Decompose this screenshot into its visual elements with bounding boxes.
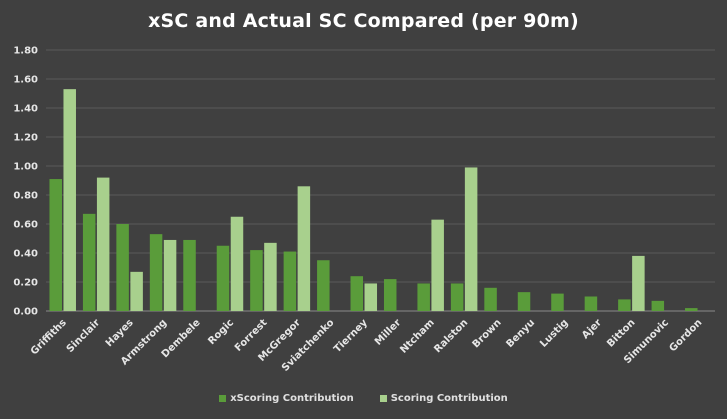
bar-xscoring: [250, 250, 263, 311]
legend-label-xscoring: xScoring Contribution: [230, 393, 354, 404]
bar-xscoring: [383, 279, 397, 311]
legend-item-xscoring: xScoring Contribution: [219, 393, 354, 404]
bar-scoring: [431, 219, 444, 311]
bar-xscoring: [82, 213, 96, 311]
bar-xscoring: [517, 292, 531, 311]
x-tick-label: Ajer: [580, 317, 604, 341]
x-tick-label: Tierney: [332, 317, 370, 355]
bar-scoring: [632, 255, 645, 311]
x-tick-label: Benyu: [504, 317, 537, 350]
legend-item-scoring: Scoring Contribution: [379, 393, 508, 404]
bar-scoring: [96, 177, 110, 311]
bar-xscoring: [350, 276, 364, 311]
bar-scoring: [464, 167, 478, 311]
x-tick-label: Hayes: [104, 317, 136, 349]
x-tick-label: Rogic: [206, 317, 236, 347]
legend-swatch-scoring: [379, 395, 387, 402]
y-tick-label: 0.20: [13, 278, 38, 289]
y-tick-label: 1.40: [13, 104, 38, 115]
x-tick-label: Lustig: [538, 317, 570, 349]
bar-xscoring: [49, 179, 62, 311]
x-tick-label: Brown: [471, 317, 504, 350]
bar-scoring: [130, 271, 143, 311]
bar-scoring: [63, 89, 76, 312]
y-tick-label: 1.60: [13, 75, 38, 86]
x-tick-label: Gordon: [668, 317, 705, 354]
bar-xscoring: [417, 283, 430, 311]
bar-scoring: [230, 216, 244, 311]
x-tick-label: Miller: [373, 317, 403, 347]
x-tick-label: Sinclair: [65, 317, 103, 355]
bar-xscoring: [651, 300, 665, 311]
bar-scoring: [264, 242, 277, 311]
bar-xscoring: [183, 239, 196, 311]
bar-xscoring: [216, 245, 230, 311]
chart-title: xSC and Actual SC Compared (per 90m): [148, 10, 579, 32]
bar-xscoring: [450, 283, 464, 311]
bar-xscoring: [584, 296, 598, 311]
y-tick-label: 0.00: [13, 307, 38, 318]
bar-scoring: [364, 283, 378, 311]
legend-label-scoring: Scoring Contribution: [390, 393, 508, 404]
bar-scoring: [297, 186, 311, 311]
x-tick-label: Griffiths: [29, 317, 69, 357]
legend-swatch-xscoring: [219, 395, 227, 402]
y-tick-label: 1.20: [13, 133, 38, 144]
bar-xscoring: [484, 287, 497, 311]
x-tick-label: Bitton: [605, 317, 637, 349]
bar-xscoring: [551, 293, 564, 311]
bar-xscoring: [685, 308, 698, 311]
bar-xscoring: [283, 251, 297, 311]
bar-xscoring: [149, 234, 163, 311]
bar-xscoring: [618, 299, 631, 311]
x-tick-label: Ntcham: [398, 317, 436, 355]
y-tick-label: 0.80: [13, 191, 38, 202]
bar-scoring: [163, 239, 177, 311]
bar-xscoring: [116, 224, 129, 311]
y-tick-label: 0.40: [13, 249, 38, 260]
y-tick-label: 1.80: [13, 46, 38, 57]
legend: xScoring Contribution Scoring Contributi…: [0, 393, 727, 404]
y-tick-label: 1.00: [13, 162, 38, 173]
y-tick-label: 0.60: [13, 220, 38, 231]
bar-xscoring: [317, 260, 330, 311]
x-tick-label: Ralston: [432, 317, 470, 355]
